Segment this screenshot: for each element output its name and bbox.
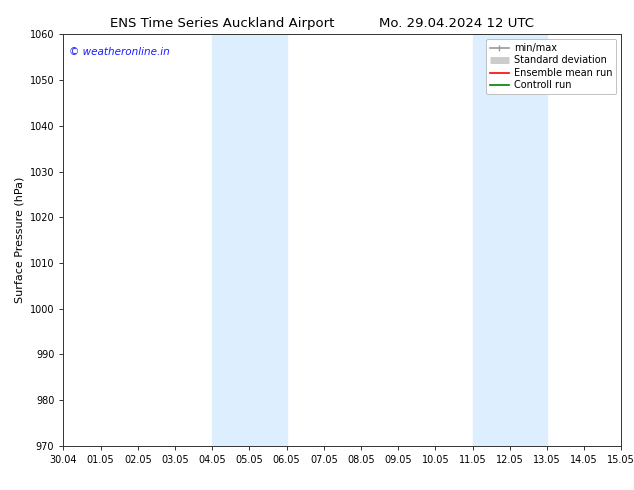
Legend: min/max, Standard deviation, Ensemble mean run, Controll run: min/max, Standard deviation, Ensemble me… [486, 39, 616, 94]
Y-axis label: Surface Pressure (hPa): Surface Pressure (hPa) [14, 177, 24, 303]
Bar [212, 34, 287, 446]
Text: © weatheronline.in: © weatheronline.in [69, 47, 170, 57]
Text: Mo. 29.04.2024 12 UTC: Mo. 29.04.2024 12 UTC [379, 17, 534, 30]
Bar [472, 34, 547, 446]
Text: ENS Time Series Auckland Airport: ENS Time Series Auckland Airport [110, 17, 334, 30]
